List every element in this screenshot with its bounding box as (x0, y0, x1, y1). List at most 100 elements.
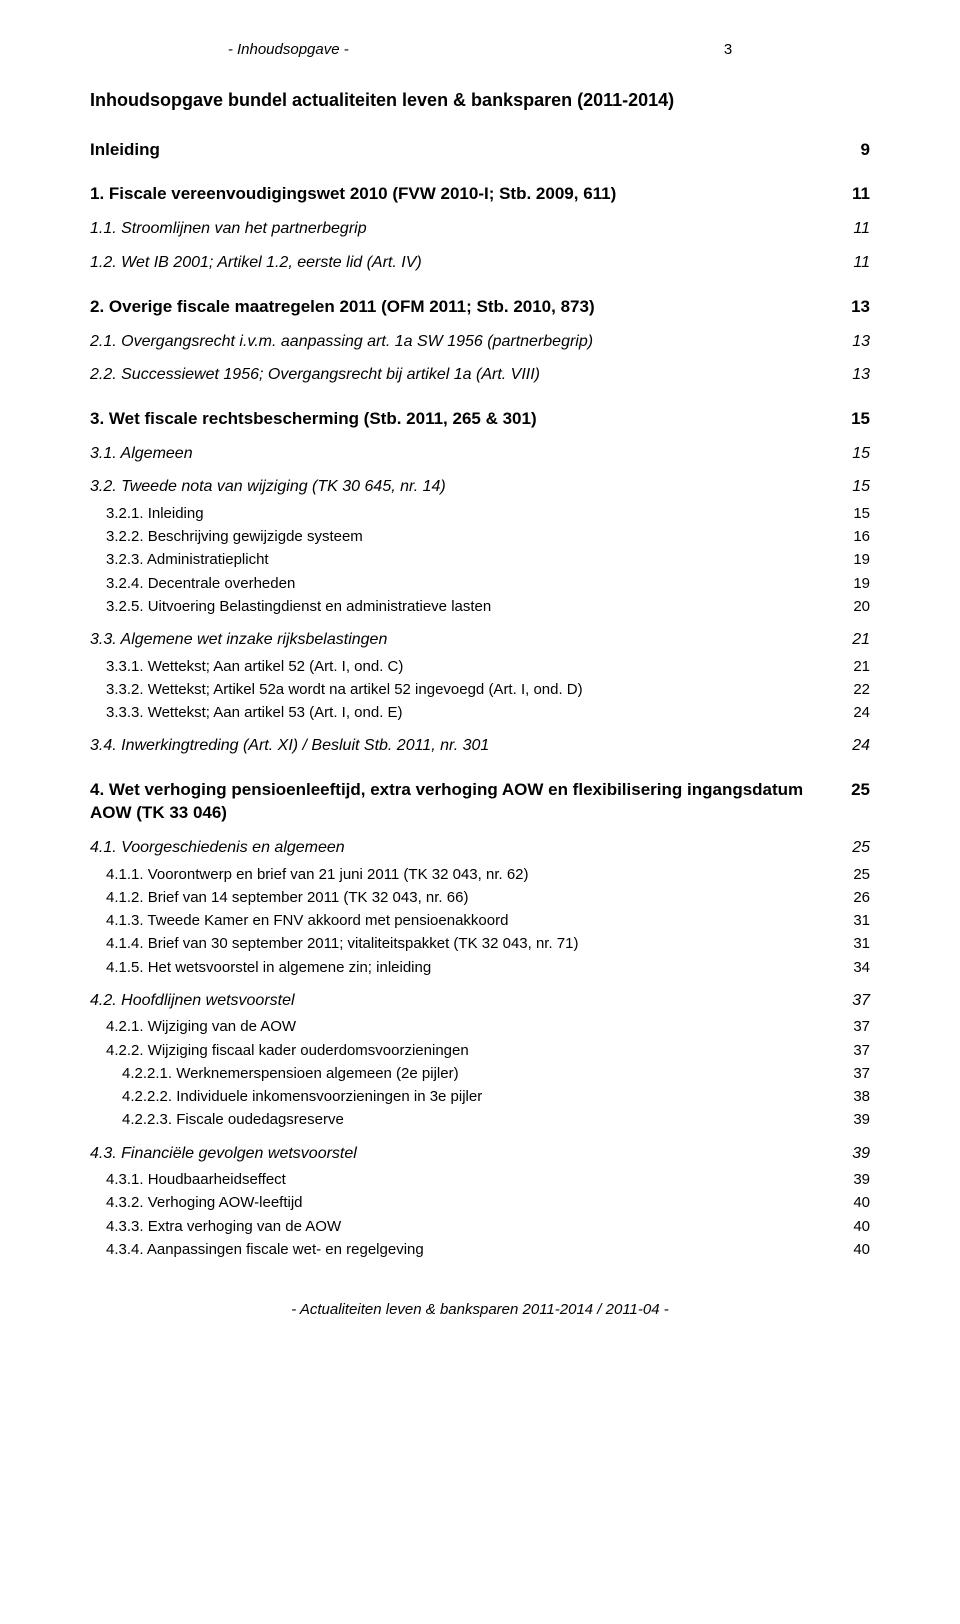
toc-page-number: 26 (840, 888, 870, 908)
toc-page-number: 11 (840, 252, 870, 274)
toc-page-number: 24 (840, 735, 870, 757)
toc-row: 4.3.2. Verhoging AOW-leeftijd40 (90, 1193, 870, 1213)
toc-page-number: 25 (840, 837, 870, 859)
toc-page-number: 13 (840, 364, 870, 386)
toc-row: 4.1.3. Tweede Kamer en FNV akkoord met p… (90, 911, 870, 931)
toc-page-number: 39 (840, 1143, 870, 1165)
toc-row: 3.2.3. Administratieplicht19 (90, 550, 870, 570)
toc-label: 4.1. Voorgeschiedenis en algemeen (90, 837, 840, 859)
toc-page-number: 31 (840, 934, 870, 954)
toc-label: 4. Wet verhoging pensioenleeftijd, extra… (90, 779, 840, 825)
toc-label: 4.2.2.2. Individuele inkomensvoorziening… (122, 1087, 840, 1107)
header-page-number: 3 (724, 41, 732, 58)
toc-label: 3.2. Tweede nota van wijziging (TK 30 64… (90, 476, 840, 498)
toc-label: 2.2. Successiewet 1956; Overgangsrecht b… (90, 364, 840, 386)
toc-page-number: 38 (840, 1087, 870, 1107)
toc-label: 4.1.4. Brief van 30 september 2011; vita… (106, 934, 840, 954)
toc-page-number: 31 (840, 911, 870, 931)
toc-page-number: 37 (840, 1064, 870, 1084)
toc-page-number: 22 (840, 680, 870, 700)
toc-page-number: 25 (840, 779, 870, 802)
toc-row: 2.2. Successiewet 1956; Overgangsrecht b… (90, 364, 870, 386)
toc-label: 4.1.5. Het wetsvoorstel in algemene zin;… (106, 958, 840, 978)
toc-label: 3.3.1. Wettekst; Aan artikel 52 (Art. I,… (106, 657, 840, 677)
toc-label: 3.3. Algemene wet inzake rijksbelastinge… (90, 629, 840, 651)
toc-row: 4.3. Financiële gevolgen wetsvoorstel39 (90, 1143, 870, 1165)
toc-page-number: 24 (840, 703, 870, 723)
toc-page-number: 16 (840, 527, 870, 547)
toc-page-number: 37 (840, 1017, 870, 1037)
toc-row: 3.2.1. Inleiding15 (90, 504, 870, 524)
toc-page-number: 15 (840, 504, 870, 524)
toc-row: 4.1.1. Voorontwerp en brief van 21 juni … (90, 865, 870, 885)
toc-row: 3.3.1. Wettekst; Aan artikel 52 (Art. I,… (90, 657, 870, 677)
toc-row: 4.2.2.1. Werknemerspensioen algemeen (2e… (90, 1064, 870, 1084)
toc-row: 2. Overige fiscale maatregelen 2011 (OFM… (90, 296, 870, 319)
toc-row: 4.2.2. Wijziging fiscaal kader ouderdoms… (90, 1041, 870, 1061)
toc-page-number: 40 (840, 1240, 870, 1260)
toc-label: 4.2.2.1. Werknemerspensioen algemeen (2e… (122, 1064, 840, 1084)
toc-label: 4.2.2. Wijziging fiscaal kader ouderdoms… (106, 1041, 840, 1061)
toc-page-number: 37 (840, 1041, 870, 1061)
toc-page-number: 21 (840, 657, 870, 677)
toc-row: 4.2.2.2. Individuele inkomensvoorziening… (90, 1087, 870, 1107)
toc-row: 1.2. Wet IB 2001; Artikel 1.2, eerste li… (90, 252, 870, 274)
toc-row: 3. Wet fiscale rechtsbescherming (Stb. 2… (90, 408, 870, 431)
toc-label: 1.1. Stroomlijnen van het partnerbegrip (90, 218, 840, 240)
toc-label: 2. Overige fiscale maatregelen 2011 (OFM… (90, 296, 840, 319)
toc-label: 4.2.2.3. Fiscale oudedagsreserve (122, 1110, 840, 1130)
toc-page-number: 11 (840, 183, 870, 206)
toc-row: 3.1. Algemeen15 (90, 443, 870, 465)
toc-page-number: 39 (840, 1170, 870, 1190)
toc-label: 4.1.2. Brief van 14 september 2011 (TK 3… (106, 888, 840, 908)
toc-row: 3.2.2. Beschrijving gewijzigde systeem16 (90, 527, 870, 547)
toc-label: 3.2.1. Inleiding (106, 504, 840, 524)
toc-page-number: 21 (840, 629, 870, 651)
toc-label: 4.2. Hoofdlijnen wetsvoorstel (90, 990, 840, 1012)
toc-row: 1.1. Stroomlijnen van het partnerbegrip1… (90, 218, 870, 240)
toc-label: 1.2. Wet IB 2001; Artikel 1.2, eerste li… (90, 252, 840, 274)
toc-row: 4. Wet verhoging pensioenleeftijd, extra… (90, 779, 870, 825)
toc-page-number: 15 (840, 408, 870, 431)
toc-row: 3.4. Inwerkingtreding (Art. XI) / Beslui… (90, 735, 870, 757)
toc-row: 3.2. Tweede nota van wijziging (TK 30 64… (90, 476, 870, 498)
toc-page-number: 13 (840, 296, 870, 319)
toc-row: 4.3.1. Houdbaarheidseffect39 (90, 1170, 870, 1190)
toc-label: 4.3. Financiële gevolgen wetsvoorstel (90, 1143, 840, 1165)
toc-label: 4.3.4. Aanpassingen fiscale wet- en rege… (106, 1240, 840, 1260)
toc-row: 3.3. Algemene wet inzake rijksbelastinge… (90, 629, 870, 651)
toc-label: 4.3.2. Verhoging AOW-leeftijd (106, 1193, 840, 1213)
page-header: - Inhoudsopgave - 3 (90, 40, 870, 60)
toc-page-number: 15 (840, 443, 870, 465)
toc-label: 3.4. Inwerkingtreding (Art. XI) / Beslui… (90, 735, 840, 757)
toc-page-number: 15 (840, 476, 870, 498)
toc-row: 2.1. Overgangsrecht i.v.m. aanpassing ar… (90, 331, 870, 353)
toc-label: 4.3.1. Houdbaarheidseffect (106, 1170, 840, 1190)
toc-label: 4.3.3. Extra verhoging van de AOW (106, 1217, 840, 1237)
toc-label: 3.2.5. Uitvoering Belastingdienst en adm… (106, 597, 840, 617)
toc-page-number: 39 (840, 1110, 870, 1130)
toc-row: 4.1.2. Brief van 14 september 2011 (TK 3… (90, 888, 870, 908)
toc-row: 4.3.4. Aanpassingen fiscale wet- en rege… (90, 1240, 870, 1260)
table-of-contents: Inleiding9 1. Fiscale vereenvoudigingswet… (90, 139, 870, 1261)
toc-page-number: 40 (840, 1217, 870, 1237)
toc-row: 3.3.2. Wettekst; Artikel 52a wordt na ar… (90, 680, 870, 700)
toc-label: 4.2.1. Wijziging van de AOW (106, 1017, 840, 1037)
toc-label: 4.1.3. Tweede Kamer en FNV akkoord met p… (106, 911, 840, 931)
toc-row: Inleiding9 (90, 139, 870, 162)
page-footer: - Actualiteiten leven & banksparen 2011-… (90, 1300, 870, 1320)
toc-label: 3.3.2. Wettekst; Artikel 52a wordt na ar… (106, 680, 840, 700)
toc-row: 4.3.3. Extra verhoging van de AOW40 (90, 1217, 870, 1237)
toc-label: 3.2.2. Beschrijving gewijzigde systeem (106, 527, 840, 547)
toc-row: 3.3.3. Wettekst; Aan artikel 53 (Art. I,… (90, 703, 870, 723)
toc-label: 3.1. Algemeen (90, 443, 840, 465)
toc-row: 4.1.5. Het wetsvoorstel in algemene zin;… (90, 958, 870, 978)
toc-label: 1. Fiscale vereenvoudigingswet 2010 (FVW… (90, 183, 840, 206)
toc-label: 4.1.1. Voorontwerp en brief van 21 juni … (106, 865, 840, 885)
toc-page-number: 13 (840, 331, 870, 353)
document-title: Inhoudsopgave bundel actualiteiten leven… (90, 88, 870, 112)
toc-row: 4.2.1. Wijziging van de AOW37 (90, 1017, 870, 1037)
toc-row: 3.2.4. Decentrale overheden19 (90, 574, 870, 594)
toc-row: 4.2.2.3. Fiscale oudedagsreserve39 (90, 1110, 870, 1130)
toc-label: 2.1. Overgangsrecht i.v.m. aanpassing ar… (90, 331, 840, 353)
